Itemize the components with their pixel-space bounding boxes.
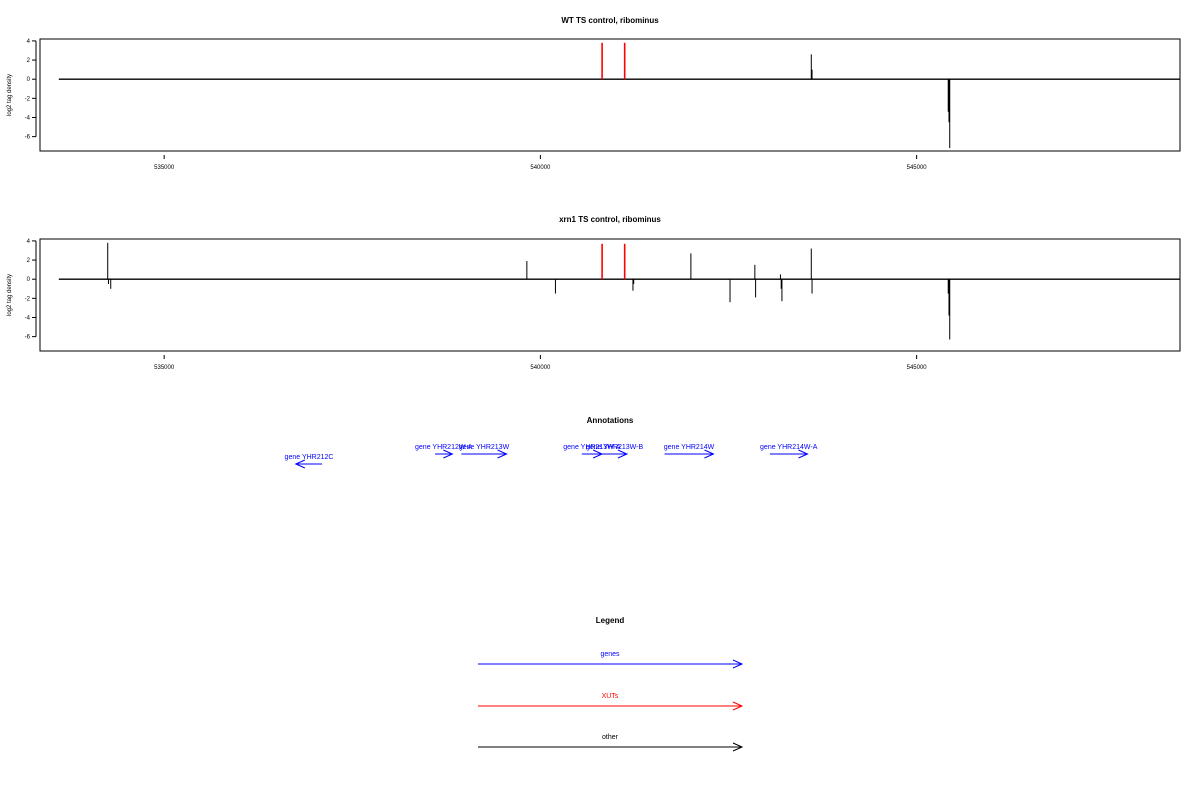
x-axis: 535000 540000 545000 (154, 355, 927, 371)
gene-arrow (664, 449, 715, 459)
legend-arrow (478, 701, 744, 711)
legend: Legend genes XUTs other (478, 616, 744, 752)
x-tick-label: 540000 (530, 165, 551, 171)
gene-label: gene YHR214W (664, 444, 715, 451)
gene-label: gene YHR212C (285, 454, 334, 461)
gene-arrow (461, 449, 508, 459)
y-tick-label: -6 (25, 335, 31, 341)
plot-frame (39, 38, 1181, 152)
y-axis: 4 2 0 -2 -4 -6 (25, 39, 37, 141)
legend-arrow (478, 742, 744, 752)
y-axis-label: log2 tag density (7, 274, 13, 316)
y-axis: 4 2 0 -2 -4 -6 (25, 239, 37, 341)
y-tick-label: -2 (25, 296, 31, 302)
gene-label: gene YHR213W (459, 444, 510, 451)
y-tick-label: -6 (25, 135, 31, 141)
gene-label: gene YHR213W-A (563, 444, 621, 451)
y-tick-label: -4 (25, 315, 31, 321)
legend-items: genes XUTs other (478, 651, 744, 752)
panel-wt: WT TS control, ribominus log2 tag densit… (7, 16, 1181, 171)
legend-label: XUTs (602, 693, 619, 700)
panel-xrn1: xrn1 TS control, ribominus log2 tag dens… (7, 215, 1181, 371)
legend-label: other (602, 734, 619, 741)
x-tick-label: 540000 (530, 365, 551, 371)
gene-label: gene YHR213W-B (586, 444, 644, 451)
y-tick-label: 4 (27, 239, 31, 245)
annotations-title: Annotations (587, 416, 634, 425)
plot-frame (39, 238, 1181, 352)
gene-arrow (435, 449, 454, 459)
panel-title: WT TS control, ribominus (561, 16, 659, 25)
legend-arrow (478, 659, 744, 669)
y-tick-label: -4 (25, 115, 31, 121)
gene-arrow (581, 449, 604, 459)
x-tick-label: 535000 (154, 165, 175, 171)
y-tick-label: 0 (27, 277, 31, 283)
track-marks (58, 242, 1180, 340)
y-tick-label: 2 (27, 258, 31, 264)
x-tick-label: 545000 (907, 165, 928, 171)
y-tick-label: -2 (25, 96, 31, 102)
gene-arrow (602, 449, 629, 459)
legend-label: genes (600, 651, 620, 658)
x-tick-label: 535000 (154, 365, 175, 371)
gene-label: gene YHR214W-A (760, 444, 818, 451)
gene-arrow (769, 449, 809, 459)
y-tick-label: 0 (27, 77, 31, 83)
gene-label: gene YHR212W-A (415, 444, 473, 451)
legend-title: Legend (596, 616, 625, 625)
track-marks (58, 42, 1180, 149)
x-axis: 535000 540000 545000 (154, 155, 927, 171)
y-axis-label: log2 tag density (7, 74, 13, 116)
x-tick-label: 545000 (907, 365, 928, 371)
gene-arrow (294, 459, 323, 469)
y-tick-label: 2 (27, 58, 31, 64)
y-tick-label: 4 (27, 39, 31, 45)
panel-title: xrn1 TS control, ribominus (559, 215, 661, 224)
